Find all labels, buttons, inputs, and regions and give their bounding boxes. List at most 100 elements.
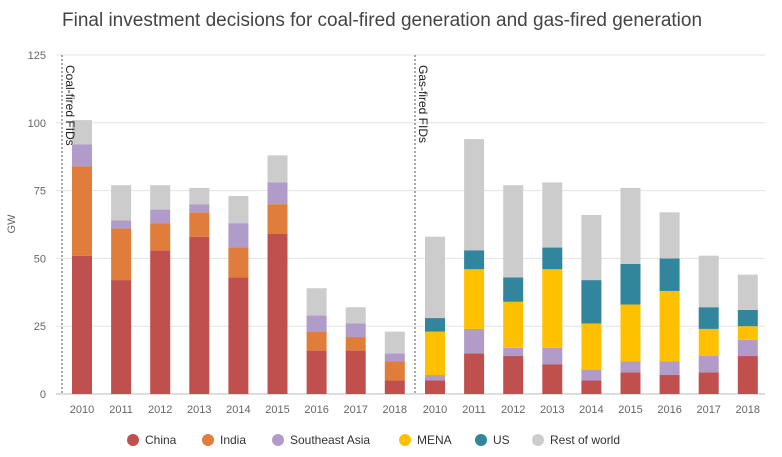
panel-label-gas-fired-fids: Gas-fired FIDs [416, 65, 430, 143]
bar-gas-fired-fids-2014-rest-of-world [581, 215, 602, 281]
panel-label-coal-fired-fids: Coal-fired FIDs [63, 65, 77, 146]
bar-gas-fired-fids-2013-china [542, 364, 563, 394]
bar-gas-fired-fids-2014-southeast-asia [581, 369, 602, 381]
bar-gas-fired-fids-2011-mena [464, 269, 485, 329]
bar-gas-fired-fids-2011-us [464, 250, 485, 270]
chart-title: Final investment decisions for coal-fire… [62, 10, 703, 31]
legend-swatch-us [475, 434, 487, 446]
bar-coal-fired-fids-2011-southeast-asia [111, 220, 132, 229]
x-tick-label: 2011 [109, 404, 133, 416]
bar-gas-fired-fids-2016-china [659, 375, 680, 394]
bar-gas-fired-fids-2013-mena [542, 269, 563, 348]
bar-coal-fired-fids-2011-rest-of-world [111, 185, 132, 221]
bar-coal-fired-fids-2018-china [384, 380, 405, 394]
x-tick-label: 2011 [462, 404, 486, 416]
bar-coal-fired-fids-2011-india [111, 228, 132, 281]
y-tick-label: 100 [28, 118, 46, 130]
legend-swatch-mena [399, 434, 411, 446]
legend-label-us: US [493, 433, 510, 447]
bar-coal-fired-fids-2015-rest-of-world [267, 155, 288, 183]
bar-gas-fired-fids-2018-us [737, 309, 758, 327]
x-tick-label: 2017 [696, 404, 720, 416]
bar-gas-fired-fids-2014-us [581, 280, 602, 324]
x-tick-label: 2015 [618, 404, 642, 416]
bar-gas-fired-fids-2015-china [620, 372, 641, 394]
bar-gas-fired-fids-2010-us [425, 318, 445, 332]
bar-gas-fired-fids-2012-mena [503, 301, 524, 348]
bar-coal-fired-fids-2016-rest-of-world [306, 288, 327, 316]
y-tick-label: 125 [28, 50, 46, 62]
bar-gas-fired-fids-2011-rest-of-world [464, 139, 485, 251]
bar-coal-fired-fids-2013-southeast-asia [189, 204, 210, 213]
bar-gas-fired-fids-2011-china [464, 353, 485, 394]
bar-coal-fired-fids-2010-china [72, 255, 92, 394]
legend-label-india: India [220, 433, 246, 447]
bar-coal-fired-fids-2016-india [306, 331, 327, 351]
y-tick-label: 50 [34, 253, 46, 265]
bar-gas-fired-fids-2015-us [620, 263, 641, 305]
x-tick-label: 2012 [148, 404, 172, 416]
axis-layer: 0 25 50 75 100 125 GW Coal-fired FIDs 2010 2011 20… [6, 50, 760, 416]
bar-gas-fired-fids-2010-rest-of-world [425, 236, 445, 319]
y-tick-label: 25 [34, 321, 46, 333]
bar-coal-fired-fids-2013-china [189, 236, 210, 394]
y-tick-label: 0 [40, 389, 46, 401]
bar-coal-fired-fids-2012-india [150, 223, 171, 251]
x-tick-label: 2014 [579, 404, 603, 416]
bar-coal-fired-fids-2012-rest-of-world [150, 185, 171, 210]
bar-gas-fired-fids-2017-us [698, 307, 719, 329]
bar-gas-fired-fids-2012-rest-of-world [503, 185, 524, 278]
bar-gas-fired-fids-2016-mena [659, 290, 680, 362]
y-axis-title: GW [6, 214, 18, 234]
bar-gas-fired-fids-2017-rest-of-world [698, 255, 719, 308]
bars-layer [72, 120, 758, 394]
y-tick-label: 75 [34, 186, 46, 198]
bar-gas-fired-fids-2010-mena [425, 331, 445, 376]
x-tick-label: 2018 [383, 404, 407, 416]
x-tick-label: 2018 [736, 404, 760, 416]
bar-gas-fired-fids-2011-southeast-asia [464, 328, 485, 354]
legend-swatch-southeast-asia [272, 434, 284, 446]
x-tick-label: 2013 [540, 404, 564, 416]
bar-gas-fired-fids-2016-rest-of-world [659, 212, 680, 259]
legend-layer: China India Southeast Asia MENA US Rest of wo… [127, 433, 620, 447]
bar-gas-fired-fids-2014-mena [581, 323, 602, 370]
bar-gas-fired-fids-2012-southeast-asia [503, 347, 524, 357]
bar-coal-fired-fids-2015-southeast-asia [267, 182, 288, 205]
bar-gas-fired-fids-2012-china [503, 356, 524, 394]
x-tick-label: 2010 [70, 404, 94, 416]
bar-gas-fired-fids-2013-us [542, 247, 563, 270]
bar-coal-fired-fids-2017-india [345, 337, 366, 351]
bar-gas-fired-fids-2015-rest-of-world [620, 187, 641, 264]
bar-coal-fired-fids-2015-china [267, 233, 288, 394]
legend-label-mena: MENA [417, 433, 452, 447]
bar-coal-fired-fids-2010-rest-of-world [72, 120, 92, 145]
bar-gas-fired-fids-2018-china [737, 356, 758, 394]
x-tick-label: 2013 [187, 404, 211, 416]
bar-gas-fired-fids-2014-china [581, 380, 602, 394]
bar-coal-fired-fids-2017-southeast-asia [345, 323, 366, 338]
bar-coal-fired-fids-2018-india [384, 361, 405, 381]
bar-gas-fired-fids-2018-mena [737, 326, 758, 340]
bar-coal-fired-fids-2012-southeast-asia [150, 209, 171, 224]
bar-coal-fired-fids-2017-china [345, 350, 366, 394]
bar-coal-fired-fids-2010-southeast-asia [72, 144, 92, 167]
bar-coal-fired-fids-2014-china [228, 277, 249, 394]
x-tick-label: 2016 [657, 404, 681, 416]
x-tick-label: 2014 [226, 404, 250, 416]
legend-label-southeast-asia: Southeast Asia [290, 433, 370, 447]
bar-gas-fired-fids-2017-china [698, 372, 719, 394]
bar-gas-fired-fids-2018-rest-of-world [737, 274, 758, 310]
bar-coal-fired-fids-2014-rest-of-world [228, 196, 249, 224]
x-tick-label: 2010 [423, 404, 447, 416]
bar-coal-fired-fids-2013-india [189, 212, 210, 237]
bar-gas-fired-fids-2016-southeast-asia [659, 361, 680, 376]
bar-coal-fired-fids-2016-china [306, 350, 327, 394]
grid-layer [56, 54, 765, 395]
legend-label-china: China [145, 433, 177, 447]
bar-gas-fired-fids-2010-southeast-asia [425, 375, 445, 381]
bar-gas-fired-fids-2018-southeast-asia [737, 339, 758, 357]
bar-gas-fired-fids-2013-southeast-asia [542, 347, 563, 365]
bar-coal-fired-fids-2015-india [267, 204, 288, 234]
